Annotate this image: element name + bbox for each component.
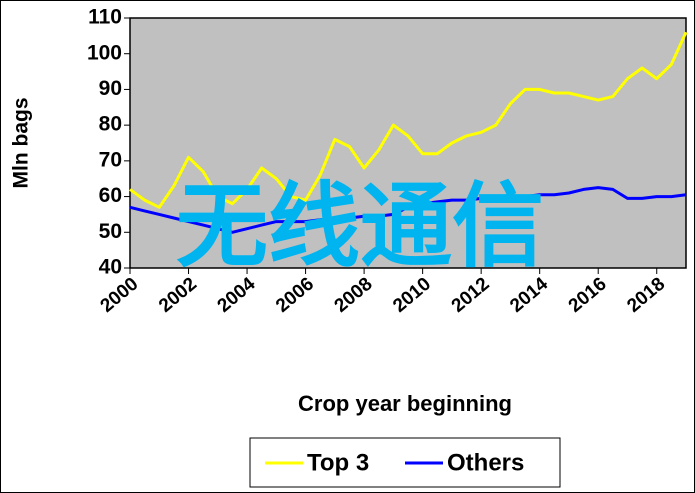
- y-tick-label: 70: [99, 148, 122, 171]
- legend-label: Top 3: [307, 449, 369, 476]
- y-axis-title: Mln bags: [10, 97, 33, 188]
- y-tick-label: 50: [99, 220, 122, 243]
- y-tick-label: 100: [87, 41, 122, 64]
- y-tick-label: 60: [99, 184, 122, 207]
- plot-area: [129, 17, 687, 269]
- y-tick-label: 90: [99, 77, 122, 100]
- y-tick-label: 110: [88, 6, 122, 29]
- y-tick-label: 80: [99, 113, 122, 136]
- legend-items: Top 3 Others: [265, 449, 524, 476]
- series-line: [129, 186, 687, 234]
- series-line: [129, 31, 688, 209]
- watermark: 无线通信: [176, 176, 544, 278]
- x-axis-title: Crop year beginning: [298, 391, 512, 416]
- legend-label: Others: [447, 449, 524, 476]
- y-tick-label: 40: [99, 256, 122, 279]
